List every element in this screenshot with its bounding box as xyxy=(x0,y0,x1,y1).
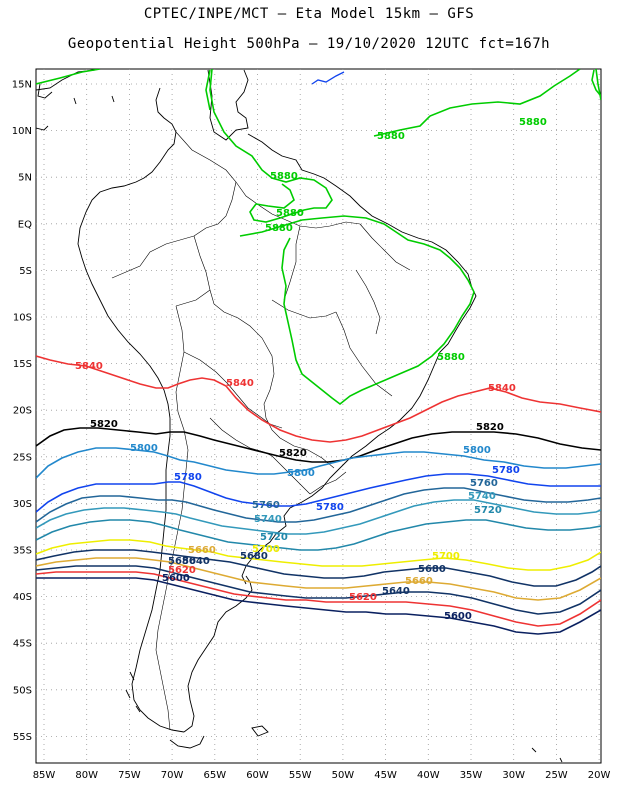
label-5800: 5800 xyxy=(463,445,491,456)
contour-labels: 5880 5880 5880 5880 5880 5880 5840 5840 … xyxy=(75,117,547,622)
lat-label: 25S xyxy=(13,452,32,463)
lat-label: 10S xyxy=(13,313,32,324)
lat-label: 45S xyxy=(13,639,32,650)
lat-label: 30S xyxy=(13,499,32,510)
map-title-line1: CPTEC/INPE/MCT – Eta Model 15km – GFS xyxy=(143,6,475,22)
contour-5760 xyxy=(36,487,601,523)
contour-5820 xyxy=(36,427,601,463)
label-5740: 5740 xyxy=(468,491,496,502)
label-5880: 5880 xyxy=(377,131,405,142)
label-5680: 5680 xyxy=(418,564,446,575)
label-5840: 5840 xyxy=(226,378,254,389)
label-5700: 5700 xyxy=(252,544,280,555)
lon-label: 65W xyxy=(203,770,226,781)
contour-lines xyxy=(36,69,601,635)
label-5620: 5620 xyxy=(168,565,196,576)
contour-5620 xyxy=(36,571,601,627)
label-5880: 5880 xyxy=(437,352,465,363)
lon-label: 25W xyxy=(545,770,568,781)
lat-label: 50S xyxy=(13,685,32,696)
label-5720: 5720 xyxy=(260,532,288,543)
lat-label: 20S xyxy=(13,406,32,417)
river-line xyxy=(311,71,345,85)
contour-5680 xyxy=(36,549,601,587)
contour-5740 xyxy=(36,499,601,535)
lon-label: 30W xyxy=(502,770,525,781)
contour-5880-atlantic xyxy=(373,69,581,137)
label-5700: 5700 xyxy=(432,551,460,562)
label-5640: 5640 xyxy=(182,556,210,567)
lon-label: 45W xyxy=(374,770,397,781)
contour-5600 xyxy=(36,577,601,635)
lon-label: 40W xyxy=(417,770,440,781)
contour-5880-caribbean xyxy=(209,69,333,223)
contour-5700 xyxy=(36,539,601,571)
contour-5840-pacific xyxy=(36,355,601,443)
label-5840: 5840 xyxy=(488,383,516,394)
map-title-line2: Geopotential Height 500hPa – 19/10/2020 … xyxy=(67,36,551,52)
contour-5640 xyxy=(36,565,601,615)
lon-label: 20W xyxy=(588,770,611,781)
label-5680: 5680 xyxy=(240,551,268,562)
label-5600: 5600 xyxy=(162,573,190,584)
contour-5880-north xyxy=(36,69,101,85)
lat-label: 55S xyxy=(13,732,32,743)
contour-5800 xyxy=(36,447,601,479)
label-5620: 5620 xyxy=(349,592,377,603)
label-5880: 5880 xyxy=(519,117,547,128)
label-5640: 5640 xyxy=(382,586,410,597)
label-5600: 5600 xyxy=(444,611,472,622)
lat-label: 35S xyxy=(13,546,32,557)
latitude-labels: 15N 10N 5N EQ 5S 10S 15S 20S 25S 30S 35S 40S 45S 50S 5… xyxy=(12,80,32,743)
lat-label: 5S xyxy=(19,266,32,277)
label-5800: 5800 xyxy=(130,443,158,454)
label-5660: 5660 xyxy=(188,545,216,556)
label-5720: 5720 xyxy=(474,505,502,516)
label-5760: 5760 xyxy=(252,500,280,511)
contour-5660 xyxy=(36,557,601,601)
label-5780: 5780 xyxy=(174,472,202,483)
lon-label: 75W xyxy=(118,770,141,781)
map-frame xyxy=(35,68,602,764)
lon-label: 50W xyxy=(332,770,355,781)
country-borders xyxy=(111,131,411,731)
label-5880: 5880 xyxy=(265,223,293,234)
label-5780: 5780 xyxy=(316,502,344,513)
label-5660: 5660 xyxy=(405,576,433,587)
lon-label: 35W xyxy=(460,770,483,781)
label-5840: 5840 xyxy=(75,361,103,372)
label-5820: 5820 xyxy=(90,419,118,430)
lat-label: 40S xyxy=(13,592,32,603)
lon-label: 55W xyxy=(289,770,312,781)
longitude-labels: 85W 80W 75W 70W 65W 60W 55W 50W 45W 40W 35W 30W 25W 2… xyxy=(33,770,611,781)
lat-label: 5N xyxy=(18,173,32,184)
contour-5880-amazon xyxy=(239,215,475,406)
lat-label: 15S xyxy=(13,359,32,370)
lon-label: 70W xyxy=(161,770,184,781)
label-5800: 5800 xyxy=(287,468,315,479)
lon-label: 85W xyxy=(33,770,56,781)
contour-5720 xyxy=(36,519,601,551)
label-5680: 5680 xyxy=(168,556,196,567)
lat-label: 10N xyxy=(12,126,32,137)
label-5820: 5820 xyxy=(476,422,504,433)
label-5760: 5760 xyxy=(470,478,498,489)
lat-label: EQ xyxy=(18,219,32,230)
contour-5780 xyxy=(36,473,601,513)
label-5780: 5780 xyxy=(492,465,520,476)
label-5880: 5880 xyxy=(270,171,298,182)
lon-label: 60W xyxy=(246,770,269,781)
label-5820: 5820 xyxy=(279,448,307,459)
lon-label: 80W xyxy=(75,770,98,781)
label-5880: 5880 xyxy=(276,208,304,219)
label-5740: 5740 xyxy=(254,514,282,525)
lat-lon-grid xyxy=(36,69,601,763)
lat-label: 15N xyxy=(12,80,32,91)
